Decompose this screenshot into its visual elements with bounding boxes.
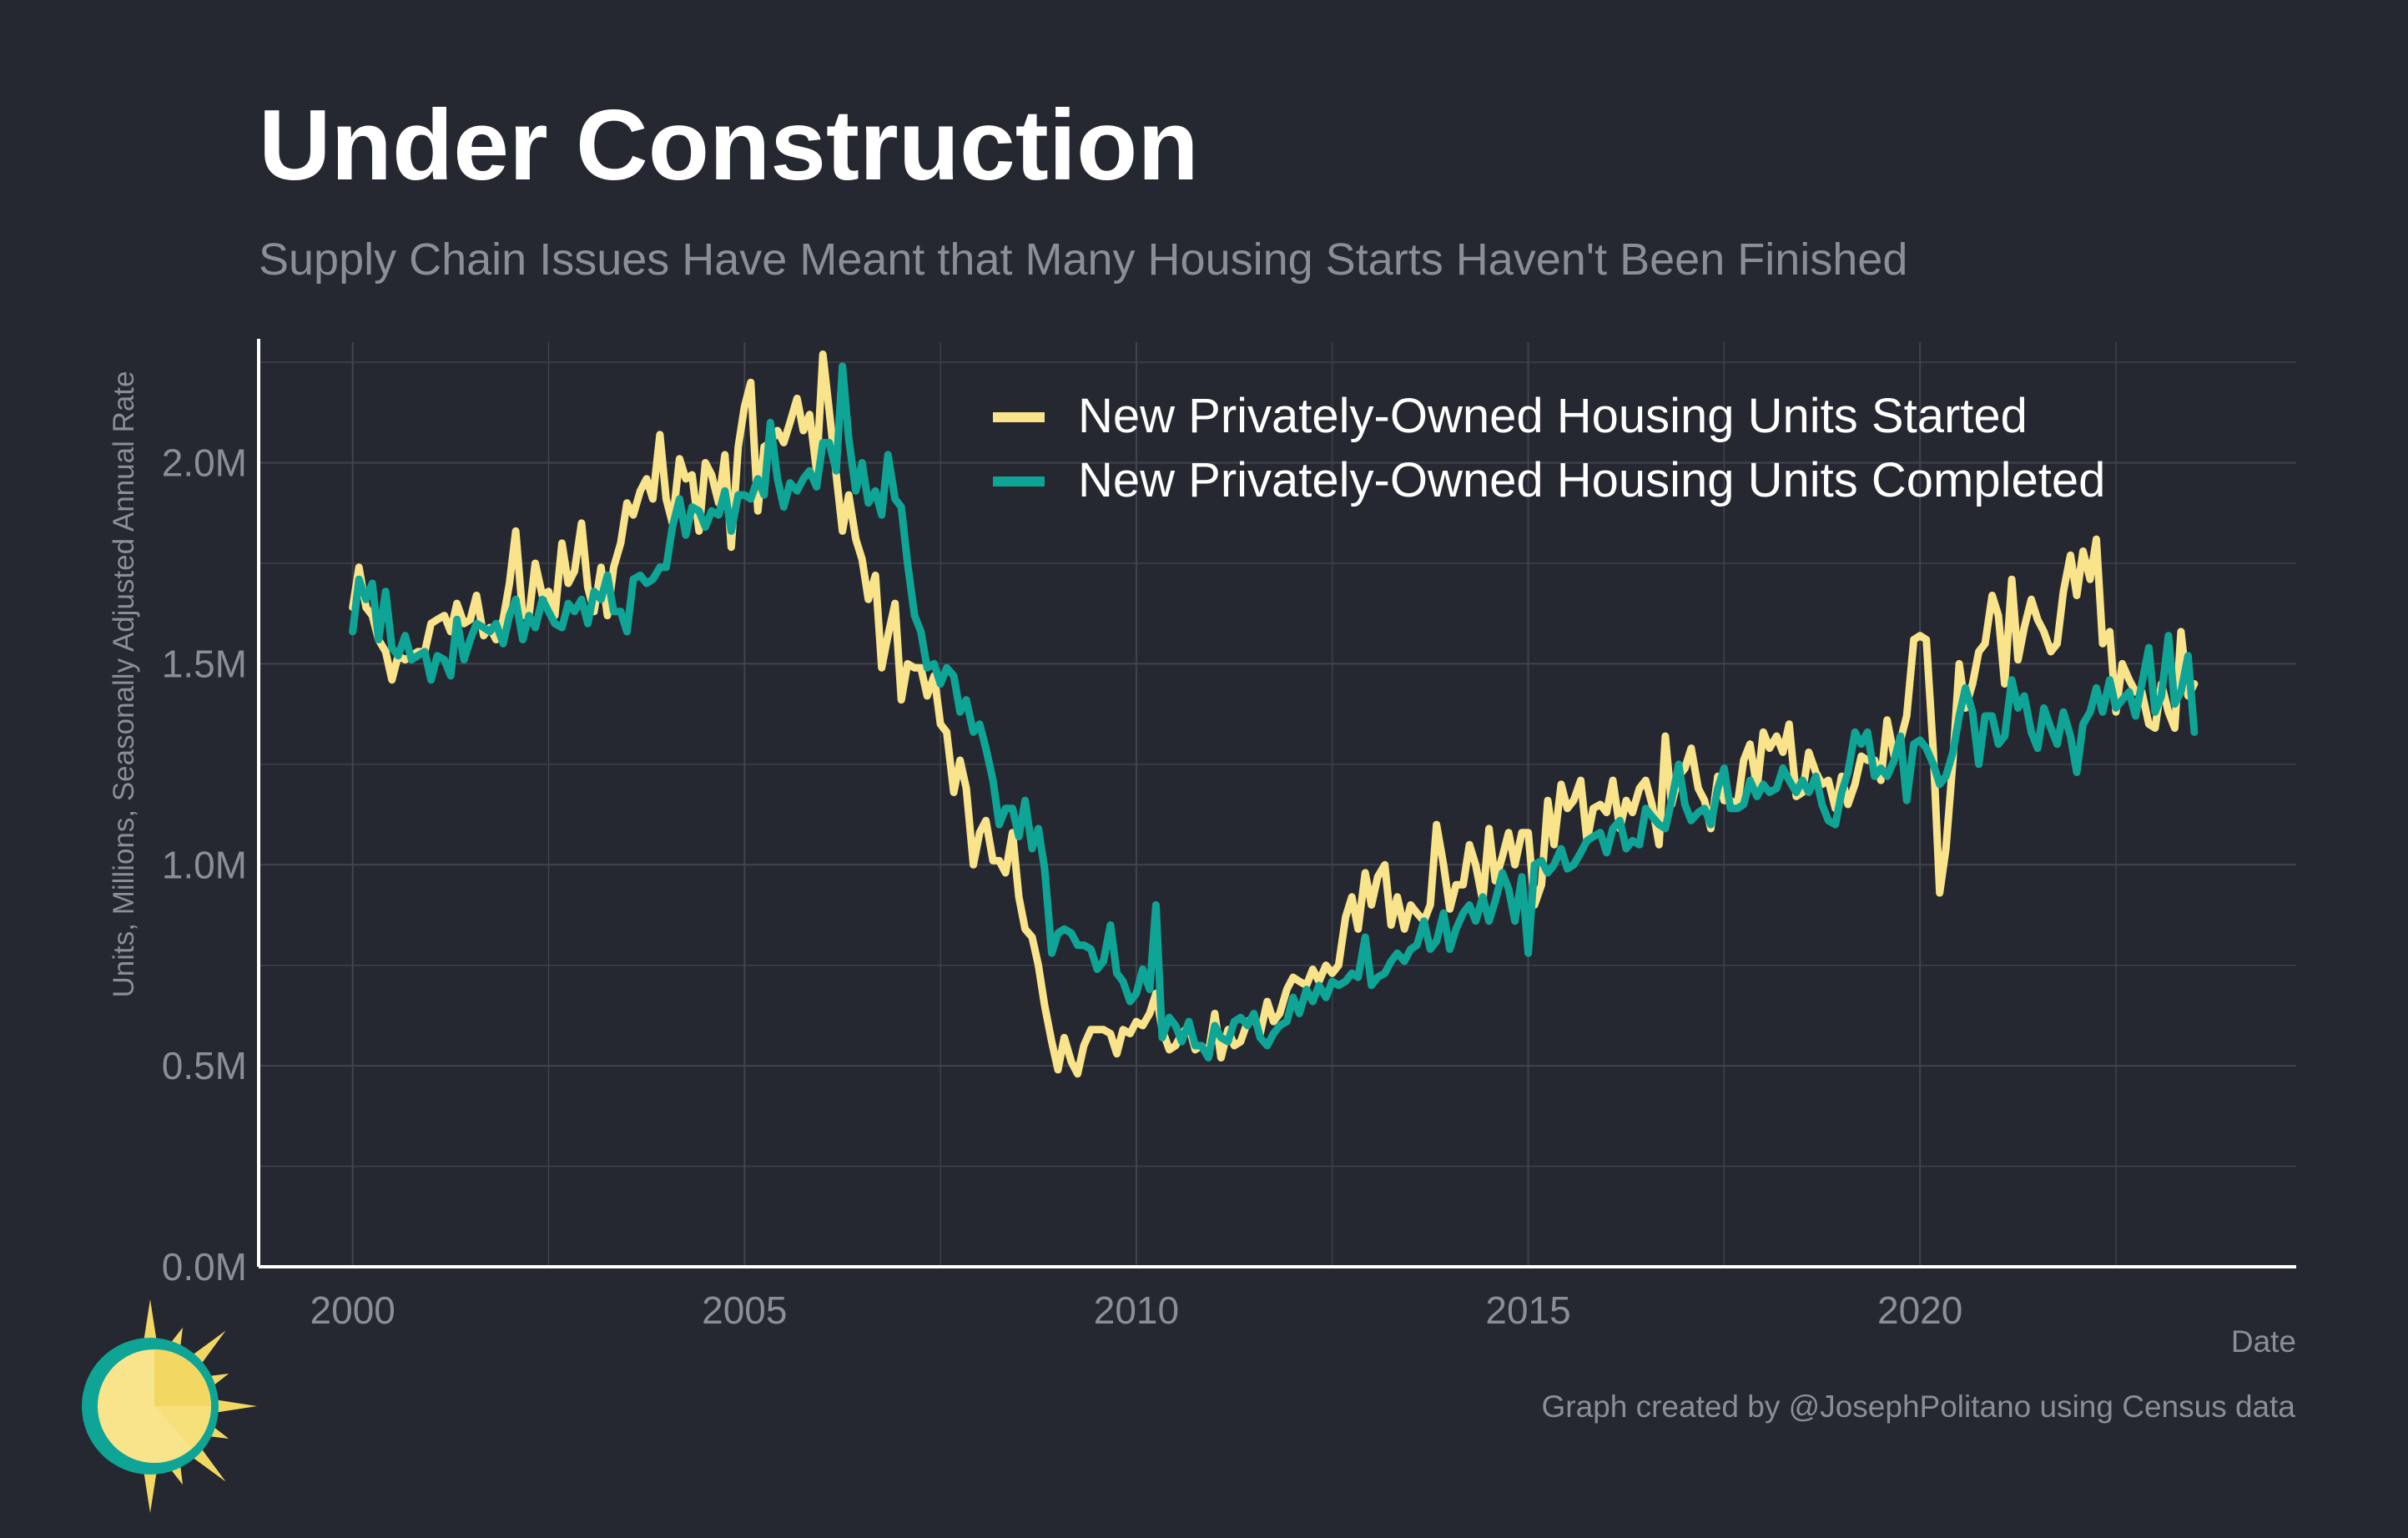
x-tick-label: 2000 bbox=[310, 1288, 395, 1332]
legend: New Privately-Owned Housing Units Starte… bbox=[993, 389, 2105, 507]
x-tick-label: 2005 bbox=[702, 1288, 787, 1332]
y-axis-label: Units, Millions, Seasonally Adjusted Ann… bbox=[108, 371, 140, 998]
chart-subtitle: Supply Chain Issues Have Meant that Many… bbox=[259, 234, 1908, 285]
tick-labels: 2000 2005 2010 2015 2020 0.0M 0.5M 1.0M 1.5M 2.0M bbox=[162, 441, 1963, 1332]
y-tick-label: 0.5M bbox=[162, 1044, 247, 1087]
sun-ray bbox=[142, 1299, 159, 1349]
x-tick-label: 2010 bbox=[1094, 1288, 1179, 1332]
legend-label: New Privately-Owned Housing Units Starte… bbox=[1078, 389, 2028, 443]
sun-ray bbox=[208, 1398, 257, 1414]
series-layer bbox=[349, 350, 2199, 1078]
y-tick-label: 1.0M bbox=[162, 843, 247, 886]
series-line-started bbox=[349, 350, 2199, 1078]
y-tick-label: 2.0M bbox=[162, 441, 247, 485]
y-tick-label: 1.5M bbox=[162, 642, 247, 685]
x-tick-label: 2015 bbox=[1485, 1288, 1570, 1332]
source-caption: Graph created by @JosephPolitano using C… bbox=[1541, 1389, 2295, 1424]
chart-title: Under Construction bbox=[259, 89, 1199, 201]
sun-logo-icon bbox=[82, 1299, 257, 1513]
series-line-completed bbox=[349, 362, 2199, 1061]
sun-ray bbox=[142, 1464, 159, 1513]
x-axis-label: Date bbox=[2231, 1324, 2296, 1359]
x-tick-label: 2020 bbox=[1877, 1288, 1962, 1332]
legend-label: New Privately-Owned Housing Units Comple… bbox=[1078, 453, 2105, 507]
axes bbox=[257, 339, 2296, 1268]
y-tick-label: 0.0M bbox=[162, 1245, 247, 1288]
